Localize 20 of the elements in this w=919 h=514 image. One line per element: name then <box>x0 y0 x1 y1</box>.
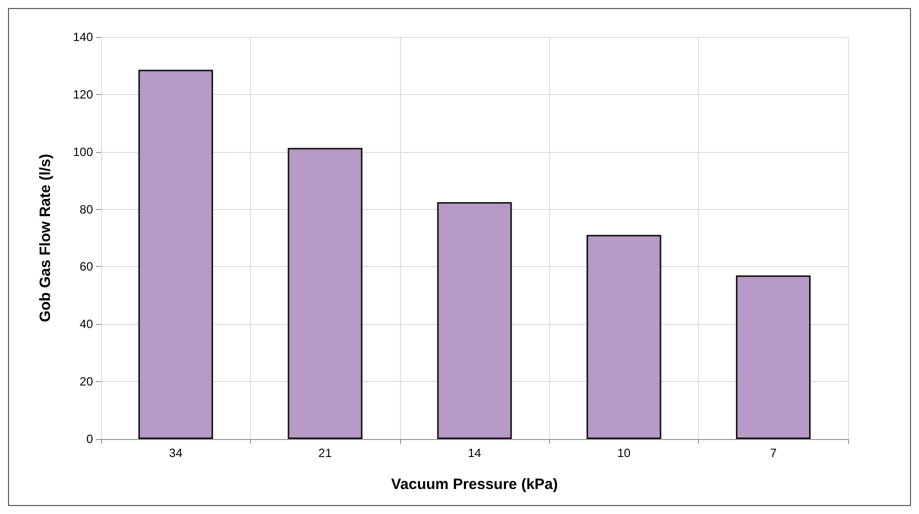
y-tick-label: 20 <box>80 374 94 389</box>
x-tick-label: 14 <box>468 446 482 460</box>
bar <box>437 202 512 439</box>
x-tick-label: 21 <box>318 446 332 460</box>
bar <box>736 275 811 439</box>
x-axis-title: Vacuum Pressure (kPa) <box>391 476 558 493</box>
y-tick-label: 100 <box>72 144 94 159</box>
y-tick-label: 140 <box>72 30 94 44</box>
bar <box>288 148 362 439</box>
y-tick-label: 0 <box>86 432 94 446</box>
x-tick-label: 34 <box>169 446 183 460</box>
x-tick-label: 7 <box>770 446 777 460</box>
y-tick-label: 60 <box>80 260 94 274</box>
bar <box>138 70 214 439</box>
bar <box>586 234 662 439</box>
y-tick-label: 40 <box>80 317 94 332</box>
y-axis-title: Gob Gas Flow Rate (l/s) <box>37 154 54 322</box>
y-tick-label: 80 <box>80 202 94 216</box>
y-tick-label: 120 <box>72 87 94 102</box>
x-tick-label: 10 <box>617 446 631 460</box>
